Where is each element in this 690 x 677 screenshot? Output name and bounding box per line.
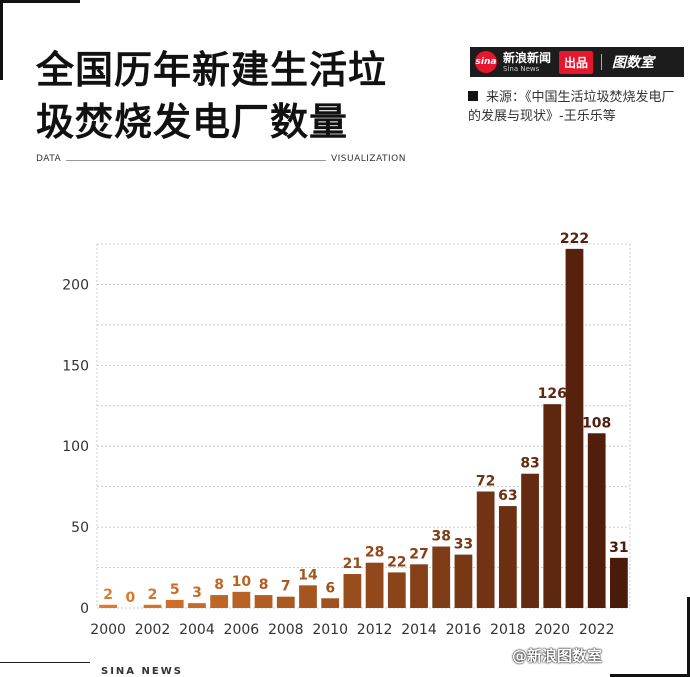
corner-mark-bottom-right [610,674,690,677]
data-label: 27 [409,546,428,562]
bar [498,506,517,608]
bar [476,491,495,608]
bar [210,595,229,608]
data-label: 38 [431,529,450,545]
bar [432,546,451,608]
data-label: 72 [476,474,495,490]
bar [410,564,428,608]
x-tick-label: 2002 [135,622,171,638]
y-tick-label: 0 [80,601,89,617]
source-text: 来源：《中国生活垃圾焚烧发电厂的发展与现状》-王乐乐等 [468,90,675,124]
brand-name-cn: 新浪新闻 [503,50,552,65]
footer-watermark: @新浪图数室 [512,647,603,665]
bar [165,599,184,608]
bar [387,572,406,608]
x-tick-label: 2020 [534,622,570,638]
x-tick-label: 2000 [90,622,126,638]
brand-room-logo: 图数室 [612,55,655,71]
brand-names: 新浪新闻 Sina News [503,52,551,73]
x-tick-label: 2012 [357,622,393,638]
x-tick-label: 2018 [490,622,526,638]
x-tick-label: 2010 [312,622,348,638]
data-label: 31 [609,540,628,556]
subtitle-right: VISUALIZATION [330,154,406,164]
bar [587,433,606,608]
x-tick-label: 2022 [579,622,615,638]
data-label: 33 [454,537,473,553]
x-tick-label: 2004 [179,622,215,638]
footer-brand: SINA NEWS [101,666,183,677]
brand-bar: sina 新浪新闻 Sina News 出品 图数室 [470,47,684,77]
data-label: 21 [343,556,362,572]
data-label: 3 [192,585,202,601]
corner-mark-bottom-right-v [687,597,690,677]
sina-logo-text: sina [475,57,497,67]
title-line-2: 圾焚烧发电厂数量 [36,100,349,144]
x-tick-label: 2006 [224,622,260,638]
x-tick-label: 2008 [268,622,304,638]
subtitle-row: DATA VISUALIZATION [36,154,406,166]
bar [321,598,340,608]
data-label: 14 [298,567,318,583]
bar [299,585,317,608]
bar [343,574,362,608]
data-label: 63 [498,488,517,504]
bar [232,591,251,608]
bar [521,473,539,608]
y-tick-label: 100 [62,439,89,455]
data-label: 8 [214,577,224,593]
data-label: 2 [103,587,113,603]
footer-divider [0,662,90,663]
source-square-icon [468,91,478,101]
bar [365,562,384,608]
subtitle-divider [66,160,326,161]
subtitle-left: DATA [36,154,62,164]
data-label: 10 [232,574,252,590]
data-label: 5 [170,582,180,598]
title-line-1: 全国历年新建生活垃 [36,48,388,92]
bar [254,595,273,608]
bar [276,596,295,608]
data-label: 83 [520,456,539,472]
corner-mark-top-left-v [0,0,3,80]
bar [454,554,473,608]
bar [188,603,206,608]
brand-separator [601,54,603,70]
bar [610,557,628,608]
data-label: 108 [582,415,611,431]
brand-name-en: Sina News [503,64,540,73]
source-note: 来源：《中国生活垃圾焚烧发电厂的发展与现状》-王乐乐等 [468,88,678,126]
data-label: 22 [387,554,406,570]
data-label: 126 [538,386,567,402]
corner-mark-top-left [0,0,80,3]
bar [565,248,584,608]
page-title: 全国历年新建生活垃 圾焚烧发电厂数量 [36,44,436,148]
bar [143,604,162,608]
x-tick-label: 2016 [446,622,482,638]
data-label: 6 [325,580,335,596]
data-label: 8 [259,577,269,593]
brand-badge: 出品 [559,50,594,74]
bar [543,404,562,608]
data-label: 0 [125,590,135,606]
y-tick-label: 50 [71,520,89,536]
data-label: 7 [281,579,291,595]
y-tick-label: 150 [62,358,89,374]
data-label: 222 [560,231,589,247]
data-label: 28 [365,545,384,561]
data-label: 2 [148,587,158,603]
x-tick-label: 2014 [401,622,437,638]
y-tick-label: 200 [62,277,89,293]
sina-logo-icon: sina [475,51,497,73]
bar [99,604,117,608]
